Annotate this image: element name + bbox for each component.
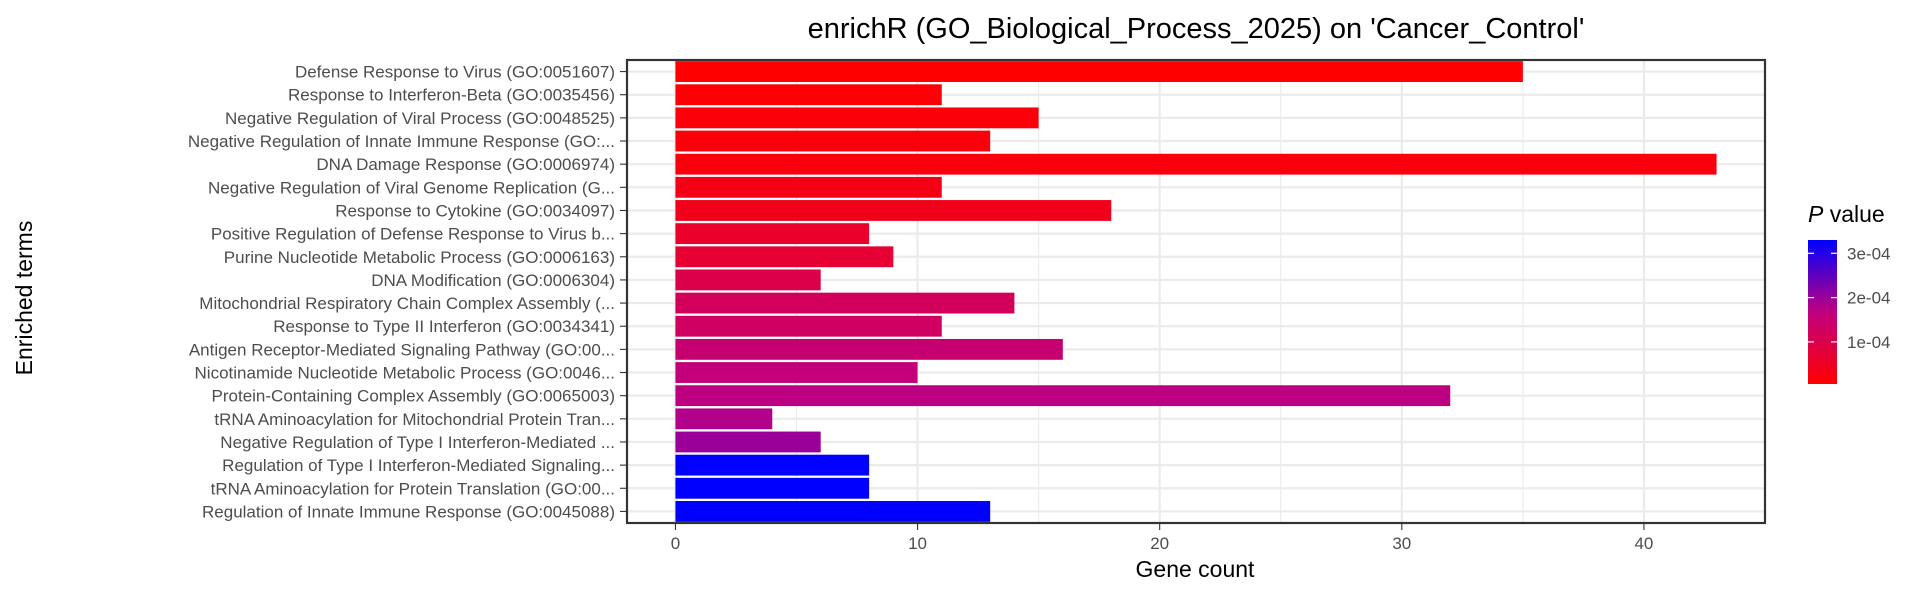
- y-tick-label: Defense Response to Virus (GO:0051607): [295, 63, 615, 82]
- legend-title-value: value: [1823, 201, 1884, 227]
- legend-tick-label: 3e-04: [1847, 244, 1890, 263]
- panel-background: [627, 60, 1765, 523]
- legend-tick-label: 2e-04: [1847, 289, 1890, 308]
- x-ticks: 0 10 20 30 40: [671, 523, 1653, 553]
- y-tick-label: Negative Regulation of Innate Immune Res…: [188, 132, 615, 151]
- bar: [675, 61, 1523, 82]
- panel-border: [625, 58, 1767, 525]
- y-tick-label: Regulation of Type I Interferon-Mediated…: [222, 456, 615, 475]
- legend-title: P value: [1808, 201, 1885, 227]
- y-tick-label: DNA Damage Response (GO:0006974): [316, 155, 615, 174]
- legend-ticks: 1e-04 2e-04 3e-04: [1808, 244, 1890, 352]
- bar: [675, 362, 918, 383]
- legend-title-italic-p: P: [1808, 201, 1824, 227]
- bar: [675, 315, 942, 337]
- bar: [675, 200, 1112, 221]
- x-tick-label: 30: [1392, 534, 1411, 553]
- bar: [675, 477, 870, 499]
- x-axis-title: Gene count: [1136, 556, 1256, 582]
- x-tick-label: 40: [1634, 534, 1653, 553]
- bar: [675, 408, 773, 430]
- bar: [675, 501, 991, 522]
- y-tick-label: Response to Type II Interferon (GO:00343…: [273, 317, 615, 336]
- y-tick-label: Regulation of Innate Immune Response (GO…: [202, 502, 615, 521]
- bar: [675, 431, 821, 453]
- bar: [675, 223, 870, 245]
- y-tick-label: Negative Regulation of Viral Process (GO…: [225, 109, 615, 128]
- bar: [675, 107, 1039, 129]
- bar: [675, 269, 821, 291]
- y-axis-title: Enriched terms: [11, 221, 37, 376]
- y-tick-label: Purine Nucleotide Metabolic Process (GO:…: [224, 248, 615, 267]
- legend-tick-label: 1e-04: [1847, 333, 1890, 352]
- y-ticks: [620, 71, 627, 512]
- bar: [675, 338, 1063, 360]
- bar: [675, 454, 870, 476]
- y-tick-label: tRNA Aminoacylation for Protein Translat…: [211, 479, 615, 498]
- bar: [675, 84, 942, 106]
- y-tick-label: Response to Interferon-Beta (GO:0035456): [288, 86, 615, 105]
- legend-colorbar: [1808, 240, 1837, 384]
- x-tick-label: 20: [1150, 534, 1169, 553]
- bar: [675, 292, 1015, 314]
- bars: [675, 61, 1717, 522]
- y-tick-label: DNA Modification (GO:0006304): [371, 271, 615, 290]
- bar: [675, 176, 942, 198]
- y-tick-label: Negative Regulation of Viral Genome Repl…: [208, 178, 615, 197]
- y-tick-label: Negative Regulation of Type I Interferon…: [220, 433, 615, 452]
- x-tick-label: 0: [671, 534, 680, 553]
- y-tick-label: Protein-Containing Complex Assembly (GO:…: [212, 387, 615, 406]
- y-tick-labels: Defense Response to Virus (GO:0051607) Re…: [188, 63, 615, 522]
- bar: [675, 153, 1717, 175]
- chart-title: enrichR (GO_Biological_Process_2025) on …: [808, 13, 1585, 45]
- y-tick-label: Response to Cytokine (GO:0034097): [335, 201, 615, 220]
- bar: [675, 130, 991, 152]
- y-tick-label: Antigen Receptor-Mediated Signaling Path…: [189, 340, 615, 359]
- x-tick-label: 10: [908, 534, 927, 553]
- bar: [675, 246, 894, 268]
- y-tick-label: Mitochondrial Respiratory Chain Complex …: [199, 294, 615, 313]
- y-tick-label: Positive Regulation of Defense Response …: [211, 225, 615, 244]
- plot-panel: [625, 58, 1767, 525]
- bar: [675, 385, 1451, 407]
- y-tick-label: tRNA Aminoacylation for Mitochondrial Pr…: [214, 410, 615, 429]
- y-tick-label: Nicotinamide Nucleotide Metabolic Proces…: [195, 364, 615, 383]
- p-value-legend: P value 1e-04 2e-04 3e-04: [1808, 201, 1890, 384]
